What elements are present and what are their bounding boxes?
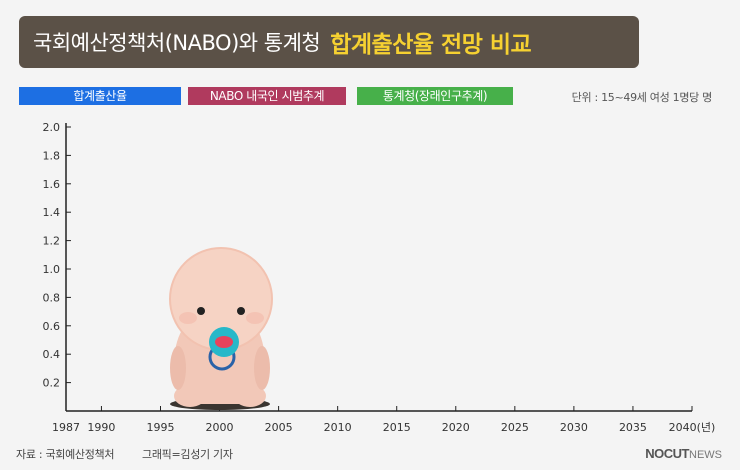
x-tick-label: 2040(년) <box>669 421 716 434</box>
y-tick-label: 0.4 <box>43 348 61 361</box>
x-tick-label: 2000 <box>206 421 234 434</box>
y-tick-label: 0.6 <box>43 320 61 333</box>
brand-logo: NOCUTNEWS <box>645 446 722 461</box>
x-tick-label: 2015 <box>383 421 411 434</box>
credit-note: 그래픽=김성기 기자 <box>142 448 233 461</box>
y-tick-label: 1.2 <box>43 235 61 248</box>
brand-logo-light: NEWS <box>689 449 722 461</box>
baby-right-arm <box>254 346 270 390</box>
x-tick-label: 2010 <box>324 421 352 434</box>
source-note: 자료 : 국회예산정책처 <box>16 448 115 461</box>
title-banner: 국회예산정책처(NABO)와 통계청 합계출산율 전망 비교 <box>19 16 639 68</box>
y-tick-label: 2.0 <box>43 121 61 134</box>
chart-title-highlight: 합계출산율 전망 비교 <box>330 32 532 58</box>
unit-note: 단위 : 15~49세 여성 1명당 명 <box>571 91 713 104</box>
x-tick-label: 2030 <box>560 421 588 434</box>
x-tick-label: 2020 <box>442 421 470 434</box>
baby-right-eye <box>237 307 245 315</box>
legend-item-statistics-korea: 통계청(장래인구추계) <box>357 87 513 105</box>
baby-body <box>173 330 266 404</box>
brand-logo-strong: NOCUT <box>645 446 689 461</box>
legend-item-total-fertility: 합계출산율 <box>19 87 181 105</box>
baby-left-arm <box>170 346 186 390</box>
y-tick-label: 1.8 <box>43 149 61 162</box>
x-tick-label: 1995 <box>146 421 174 434</box>
baby-cheek-right <box>246 312 264 324</box>
pacifier-nipple <box>215 336 233 348</box>
x-tick-label: 2025 <box>501 421 529 434</box>
baby-illustration <box>169 247 273 410</box>
x-tick-label: 2035 <box>619 421 647 434</box>
y-tick-label: 1.4 <box>43 206 61 219</box>
y-tick-label: 1.6 <box>43 178 61 191</box>
baby-right-leg <box>234 385 266 407</box>
baby-left-eye <box>197 307 205 315</box>
x-tick-label: 1990 <box>87 421 115 434</box>
x-tick-label: 1987 <box>52 421 80 434</box>
legend-item-nabo: NABO 내국인 시범추계 <box>188 87 346 105</box>
x-tick-label: 2005 <box>265 421 293 434</box>
y-tick-label: 1.0 <box>43 263 61 276</box>
baby-cheek-left <box>179 312 197 324</box>
y-tick-label: 0.2 <box>43 377 61 390</box>
baby-left-leg <box>174 385 206 407</box>
y-tick-label: 0.8 <box>43 291 61 304</box>
chart-title: 국회예산정책처(NABO)와 통계청 <box>33 31 321 55</box>
